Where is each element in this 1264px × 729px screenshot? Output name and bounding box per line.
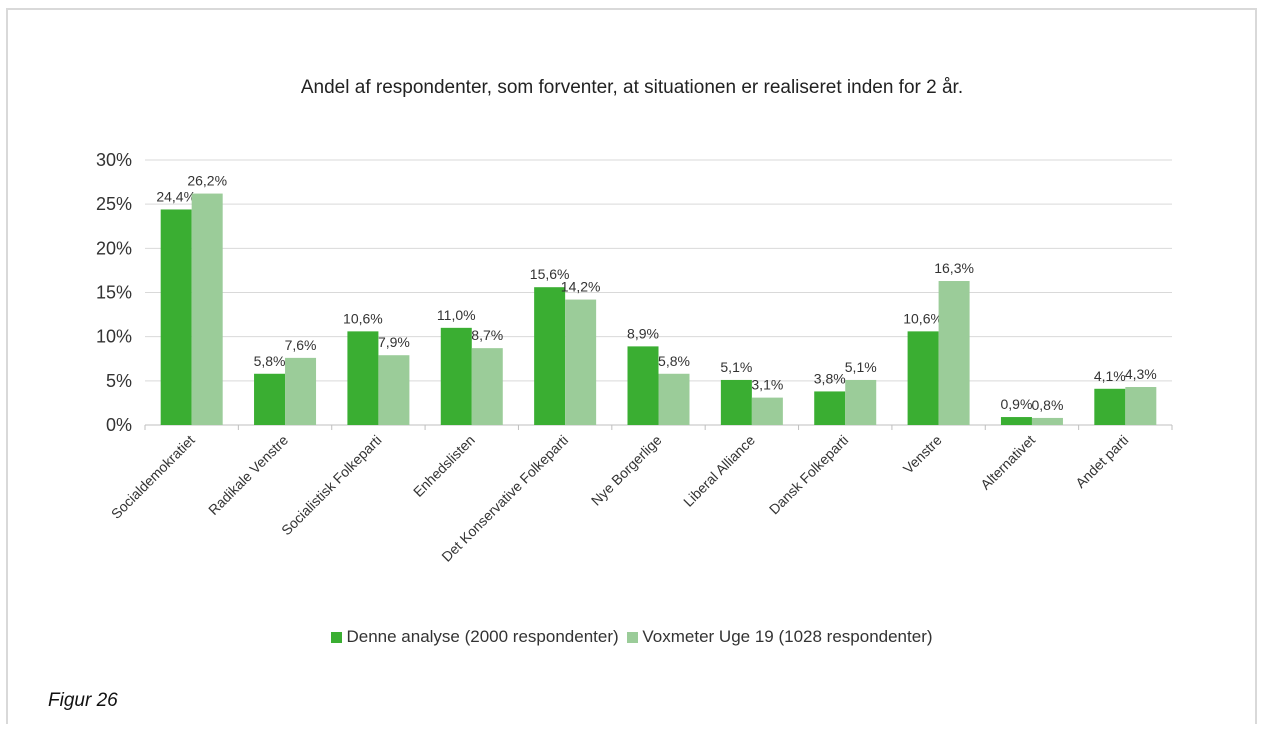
legend-item-series-1: Denne analyse (2000 respondenter)	[331, 627, 619, 647]
x-tick-label: Alternativet	[977, 432, 1038, 493]
data-label: 8,7%	[471, 327, 503, 343]
bar	[285, 357, 317, 425]
data-label: 0,8%	[1031, 397, 1063, 413]
x-tick-label: Nye Borgerlige	[588, 432, 665, 509]
x-tick-label: Liberal Alliance	[680, 432, 758, 510]
bar	[1094, 388, 1126, 425]
chart-legend: Denne analyse (2000 respondenter) Voxmet…	[0, 627, 1264, 648]
bar	[1031, 417, 1063, 425]
legend-swatch-series-2	[627, 631, 639, 643]
bar	[658, 373, 690, 425]
bar	[534, 287, 566, 425]
legend-item-series-2: Voxmeter Uge 19 (1028 respondenter)	[627, 627, 933, 647]
data-label: 3,1%	[751, 377, 783, 393]
bar	[191, 193, 223, 425]
data-label: 5,1%	[845, 359, 877, 375]
bar	[565, 299, 597, 425]
data-label: 4,3%	[1125, 366, 1157, 382]
bar	[160, 209, 192, 425]
bar	[627, 346, 659, 425]
bar	[1000, 417, 1032, 425]
data-label: 10,6%	[343, 310, 383, 326]
bar	[751, 397, 783, 425]
bar	[440, 327, 472, 425]
data-label: 0,9%	[1000, 396, 1032, 412]
y-tick-label: 30%	[96, 150, 132, 170]
x-tick-label: Radikale Venstre	[205, 432, 291, 518]
bar	[845, 379, 877, 425]
data-label: 16,3%	[934, 260, 974, 276]
y-tick-label: 0%	[106, 415, 132, 435]
data-label: 7,6%	[285, 337, 317, 353]
legend-label-series-2: Voxmeter Uge 19 (1028 respondenter)	[642, 627, 933, 646]
bar	[720, 379, 752, 425]
data-label: 5,8%	[658, 353, 690, 369]
x-tick-label: Venstre	[900, 432, 945, 477]
x-tick-label: Andet parti	[1072, 432, 1131, 491]
data-label: 24,4%	[156, 188, 196, 204]
bar	[254, 373, 286, 425]
data-label: 15,6%	[530, 266, 570, 282]
legend-swatch-series-1	[331, 631, 343, 643]
x-tick-label: Socialistisk Folkeparti	[278, 432, 384, 538]
data-label: 7,9%	[378, 334, 410, 350]
bar	[378, 355, 410, 425]
bar	[1125, 387, 1157, 425]
bar	[471, 348, 503, 425]
bar	[814, 391, 846, 425]
x-tick-label: Socialdemokratiet	[108, 432, 198, 522]
y-tick-label: 15%	[96, 283, 132, 303]
bar	[347, 331, 379, 425]
data-label: 4,1%	[1094, 368, 1126, 384]
y-tick-label: 5%	[106, 371, 132, 391]
chart-title: Andel af respondenter, som forventer, at…	[300, 77, 964, 98]
x-tick-label: Enhedslisten	[410, 432, 478, 500]
data-label: 5,8%	[254, 353, 286, 369]
data-label: 8,9%	[627, 325, 659, 341]
figure-caption: Figur 26	[48, 690, 118, 711]
data-label: 10,6%	[903, 310, 943, 326]
data-label: 3,8%	[814, 370, 846, 386]
figure-frame	[6, 8, 1257, 724]
bar	[907, 331, 939, 425]
legend-label-series-1: Denne analyse (2000 respondenter)	[346, 627, 619, 646]
data-label: 11,0%	[437, 307, 476, 323]
x-tick-label: Dansk Folkeparti	[766, 432, 852, 518]
bar	[938, 281, 970, 425]
y-tick-label: 25%	[96, 194, 132, 214]
y-tick-label: 10%	[96, 327, 132, 347]
data-label: 5,1%	[720, 359, 752, 375]
data-label: 26,2%	[187, 173, 227, 189]
y-tick-label: 20%	[96, 238, 132, 258]
data-label: 14,2%	[561, 279, 601, 295]
